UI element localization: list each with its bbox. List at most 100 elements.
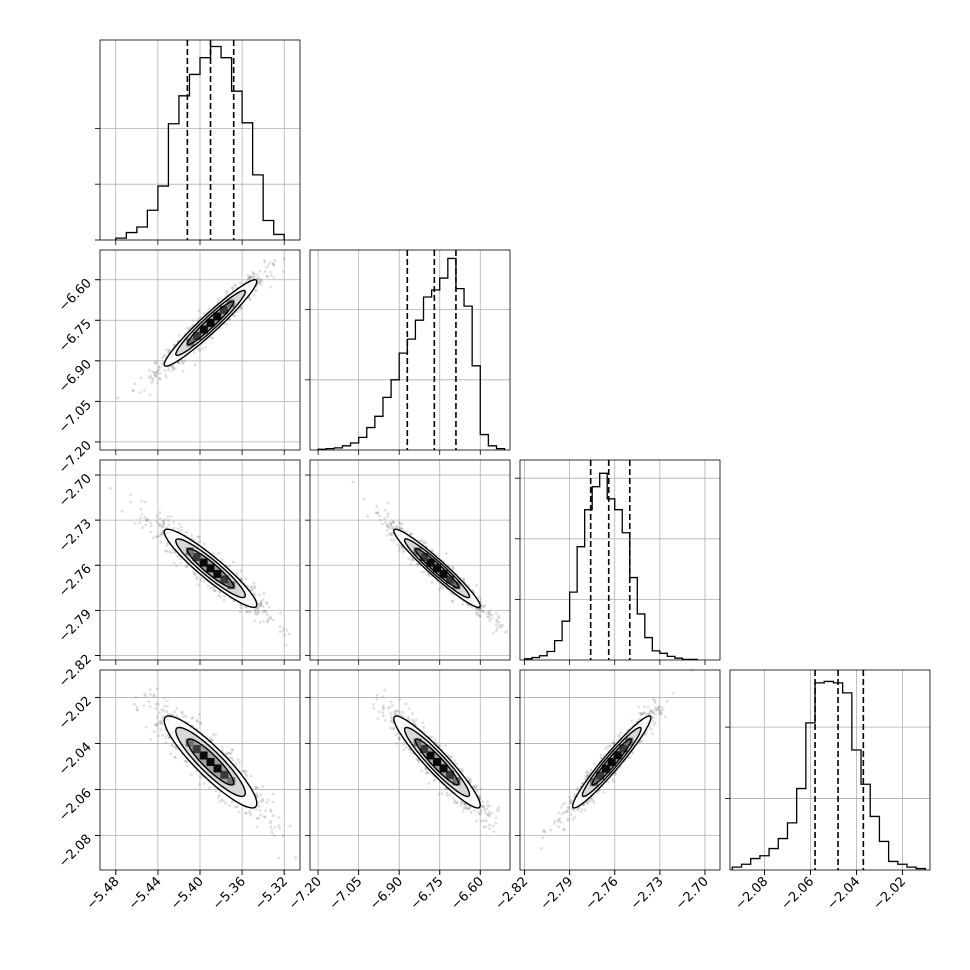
scatter-point <box>255 284 259 288</box>
scatter-point <box>372 703 375 706</box>
scatter-point <box>158 371 162 375</box>
scatter-point <box>157 365 161 369</box>
scatter-point <box>213 589 216 593</box>
scatter-point <box>208 786 211 790</box>
scatter-point <box>162 354 166 358</box>
scatter-point <box>412 558 415 562</box>
scatter-point <box>160 525 164 529</box>
scatter-panel: −2.82−2.79−2.76−2.73−2.70 <box>56 459 301 690</box>
scatter-point <box>372 707 375 710</box>
scatter-point <box>386 501 390 505</box>
scatter-point <box>257 277 260 280</box>
scatter-point <box>138 391 142 394</box>
scatter-point <box>181 369 185 373</box>
scatter-point <box>189 325 193 329</box>
scatter-point <box>262 609 266 613</box>
scatter-point <box>423 540 426 544</box>
scatter-point <box>239 606 243 610</box>
scatter-point <box>261 598 265 601</box>
scatter-point <box>270 831 274 835</box>
scatter-point <box>377 710 381 714</box>
scatter-point <box>198 712 201 716</box>
scatter-point <box>390 717 394 720</box>
scatter-point <box>154 707 158 710</box>
scatter-point <box>129 500 133 504</box>
scatter-point <box>281 834 285 837</box>
y-tick-label: −6.60 <box>56 276 95 315</box>
scatter-point <box>461 810 465 813</box>
y-tick-label: −2.73 <box>56 516 95 555</box>
scatter-point <box>494 623 498 627</box>
scatter-point <box>437 792 441 796</box>
scatter-point <box>160 362 164 366</box>
scatter-point <box>488 823 491 827</box>
scatter-point <box>422 569 426 573</box>
scatter-point <box>161 733 165 737</box>
scatter-point <box>445 794 449 797</box>
scatter-point <box>145 519 149 523</box>
scatter-point <box>381 704 385 708</box>
scatter-point <box>400 522 404 526</box>
scatter-point <box>180 525 183 529</box>
scatter-point <box>269 273 273 277</box>
scatter-point <box>433 738 437 742</box>
scatter-point <box>488 827 491 831</box>
scatter-point <box>267 798 270 802</box>
scatter-point <box>469 810 473 814</box>
scatter-point <box>149 738 153 741</box>
scatter-point <box>152 536 155 540</box>
scatter-point <box>470 605 473 609</box>
scatter-point <box>249 275 253 278</box>
scatter-point <box>410 558 414 562</box>
scatter-point <box>409 532 413 536</box>
scatter-point <box>202 542 206 545</box>
x-tick-label: −5.40 <box>168 874 207 913</box>
scatter-point <box>235 310 239 314</box>
scatter-point <box>388 533 392 536</box>
density-cell <box>213 312 222 321</box>
scatter-point <box>172 367 176 370</box>
scatter-point <box>158 711 161 714</box>
scatter-point <box>217 297 221 300</box>
scatter-point <box>149 530 153 534</box>
scatter-point <box>231 748 234 751</box>
scatter-point <box>177 361 180 365</box>
scatter-point <box>409 532 412 536</box>
scatter-point <box>580 807 584 811</box>
scatter-point <box>195 575 199 579</box>
scatter-point <box>252 293 256 297</box>
scatter-point <box>485 612 488 615</box>
scatter-point <box>383 719 387 722</box>
scatter-point <box>267 606 271 609</box>
scatter-point <box>482 609 485 613</box>
scatter-point <box>480 809 483 813</box>
scatter-point <box>391 520 395 523</box>
scatter-point <box>269 819 273 823</box>
scatter-point <box>193 363 197 367</box>
scatter-point <box>192 571 196 574</box>
scatter-point <box>167 523 171 527</box>
histogram-panel <box>515 459 721 665</box>
scatter-point <box>167 366 170 369</box>
scatter-point <box>153 373 157 377</box>
panel-frame <box>309 249 511 451</box>
y-tick-label: −6.75 <box>56 316 95 355</box>
scatter-point <box>394 525 398 528</box>
scatter-point <box>479 597 482 601</box>
density-cell <box>220 770 229 779</box>
scatter-point <box>262 605 265 608</box>
scatter-point <box>439 586 443 590</box>
scatter-point <box>392 539 396 542</box>
contour-line <box>175 289 246 357</box>
scatter-point <box>283 633 287 637</box>
scatter-point <box>391 704 395 707</box>
scatter-point <box>277 824 281 828</box>
density-cell <box>213 764 222 773</box>
scatter-point <box>484 825 487 829</box>
scatter-point <box>164 375 168 379</box>
scatter-point <box>155 687 159 690</box>
scatter-point <box>202 580 206 583</box>
scatter-point <box>143 515 147 519</box>
scatter-point <box>214 789 218 793</box>
scatter-point <box>481 610 485 613</box>
